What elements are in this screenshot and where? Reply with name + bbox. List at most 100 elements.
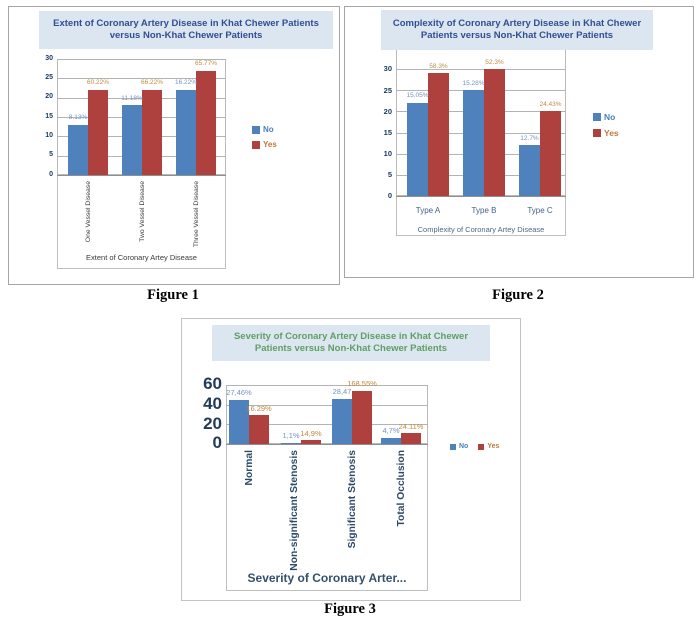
bar-yes <box>88 89 108 175</box>
axis-label-area-border <box>226 444 428 591</box>
bar-value-label: 24.43% <box>539 100 562 108</box>
y-axis-tick-label: 5 <box>49 151 53 159</box>
figure3-chart: 0 20 40 60 27,46% 16.29% Normal 1,1% 14,9% Non-si… <box>182 319 520 600</box>
bar-yes <box>428 73 449 196</box>
figure1-panel: Extent of Coronary Artery Disease in Kha… <box>8 6 340 285</box>
legend-label: No <box>459 443 469 450</box>
bar-value-label: 15.05% <box>406 92 429 100</box>
axis-label-area-border <box>396 196 566 236</box>
legend-label: Yes <box>487 443 500 450</box>
bar-value-label: 24.11% <box>398 421 424 431</box>
x-axis-title: Complexity of Coronary Artey Disease <box>417 225 545 234</box>
y-axis-tick-label: 10 <box>383 149 392 159</box>
bar-yes <box>249 415 269 444</box>
bar-value-label: 15.28% <box>462 79 485 87</box>
bar-yes <box>301 440 321 444</box>
y-axis-tick-label: 20 <box>203 413 222 433</box>
legend-item-yes: Yes <box>252 140 277 149</box>
figure2-caption: Figure 2 <box>492 287 544 303</box>
bar-no <box>176 89 196 175</box>
x-axis-category-label: Total Occlusion <box>395 450 407 527</box>
legend-label: No <box>604 112 616 122</box>
x-axis-line <box>226 444 428 445</box>
bar-no <box>463 90 484 196</box>
bar-no <box>332 398 352 444</box>
legend-swatch-no-icon <box>593 113 601 121</box>
bar-no <box>381 437 401 444</box>
legend-swatch-no-icon <box>252 125 260 134</box>
y-axis-tick-label: 15 <box>383 127 392 137</box>
x-axis-title: Extent of Coronary Artey Disease <box>86 253 197 262</box>
figure2-panel: Complexity of Coronary Artery Disease in… <box>344 6 694 278</box>
bar-value-label: 16.29% <box>246 403 272 413</box>
bar-no <box>229 399 249 444</box>
legend-swatch-yes-icon <box>478 443 485 450</box>
y-axis-tick-label: 0 <box>387 191 392 201</box>
y-axis-tick-label: 30 <box>383 64 392 74</box>
bar-yes <box>352 390 372 444</box>
x-axis-category-label: Type B <box>471 206 497 215</box>
bar-yes <box>540 111 561 196</box>
gridline <box>57 97 226 99</box>
bar-value-label: 12.7% <box>520 134 539 142</box>
axis-label-area-border <box>57 175 226 269</box>
y-axis-tick-label: 0 <box>212 433 222 453</box>
bar-value-label: 28,47 <box>332 387 352 397</box>
figure1-caption: Figure 1 <box>147 287 199 303</box>
figure1-chart: 0 5 10 15 20 25 30 8.13% 60.22% One Vessel Diseas… <box>9 7 339 284</box>
y-axis-tick-label: 60 <box>203 374 222 394</box>
gridline <box>226 404 428 406</box>
y-axis-tick-label: 20 <box>45 93 53 101</box>
figure2-chart: 0510152025303515.05%58.3%Type A15.28%52.… <box>345 7 693 277</box>
legend-label: No <box>263 125 274 134</box>
bar-value-label: 65.77% <box>194 60 218 68</box>
y-axis-tick-label: 25 <box>383 85 392 95</box>
y-axis-tick-label: 30 <box>45 54 53 62</box>
x-axis-category-label: Three Vessel Disease <box>192 181 200 248</box>
bar-value-label: 11.18% <box>121 94 143 102</box>
legend: No Yes <box>450 443 499 450</box>
legend-item-no: No <box>252 125 277 134</box>
y-axis-tick-label: 40 <box>203 394 222 414</box>
y-axis-tick-label: 25 <box>45 73 53 81</box>
bar-no <box>122 105 142 175</box>
bar-yes <box>401 433 421 444</box>
y-axis-tick-label: 15 <box>45 112 53 120</box>
figure2-chart-title: Complexity of Coronary Artery Disease in… <box>381 10 653 50</box>
x-axis-category-label: Significant Stenosis <box>346 450 358 549</box>
gridline <box>57 59 226 60</box>
legend-item-yes: Yes <box>478 443 499 450</box>
bar-value-label: 60.22% <box>86 79 110 87</box>
bar-value-label: 16.22% <box>174 79 198 87</box>
bar-no <box>519 145 540 196</box>
x-axis-category-label: Normal <box>243 450 255 486</box>
bar-value-label: 168.55% <box>347 379 377 389</box>
bar-no <box>407 102 428 196</box>
legend-swatch-yes-icon <box>252 140 260 149</box>
y-axis-tick-label: 20 <box>383 106 392 116</box>
x-axis-line <box>57 175 226 176</box>
legend-swatch-yes-icon <box>593 129 601 137</box>
legend-item-no: No <box>593 112 619 122</box>
bar-value-label: 4,7% <box>382 426 400 436</box>
bar-value-label: 1,1% <box>282 431 300 441</box>
y-axis-tick-label: 0 <box>49 170 53 178</box>
gridline <box>226 385 428 386</box>
bar-value-label: 8.13% <box>68 114 88 122</box>
bar-value-label: 52.3% <box>485 58 504 66</box>
legend-label: Yes <box>263 140 277 149</box>
legend-swatch-no-icon <box>450 443 456 450</box>
bar-yes <box>484 69 505 196</box>
y-axis-tick-label: 5 <box>387 170 392 180</box>
figure3-caption: Figure 3 <box>324 601 376 617</box>
x-axis-line <box>396 196 566 197</box>
bar-value-label: 66.22% <box>140 79 164 87</box>
bar-yes <box>196 70 216 175</box>
x-axis-category-label: Type C <box>527 206 553 215</box>
legend-item-no: No <box>450 443 468 450</box>
figure3-panel: Severity of Coronary Artery Disease in K… <box>181 318 521 601</box>
legend-label: Yes <box>604 128 619 138</box>
x-axis-category-label: One Vessel Disease <box>84 181 92 243</box>
gridline <box>396 69 566 71</box>
